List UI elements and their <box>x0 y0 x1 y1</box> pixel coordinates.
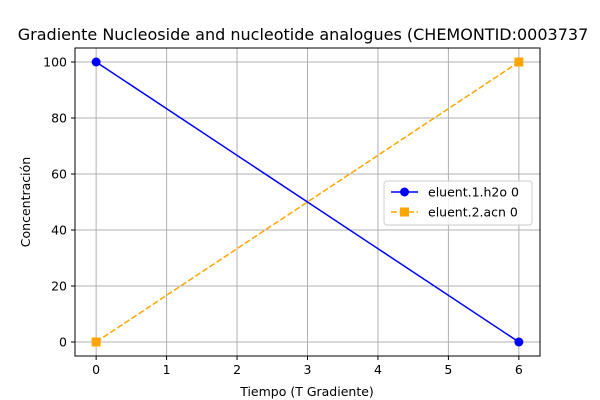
chart-title: Gradiente Nucleoside and nucleotide anal… <box>18 25 589 44</box>
series-layer <box>91 57 524 347</box>
y-tick-label: 20 <box>51 279 67 294</box>
y-axis-label: Concentración <box>18 157 33 247</box>
x-tick-label: 6 <box>515 362 523 377</box>
y-tick-label: 60 <box>51 167 67 182</box>
x-tick-label: 1 <box>163 362 171 377</box>
series-2-point <box>514 57 524 67</box>
series-1-point <box>91 57 101 67</box>
x-tick-label: 0 <box>92 362 100 377</box>
x-tick-label: 5 <box>444 362 452 377</box>
x-axis-label: Tiempo (T Gradiente) <box>239 384 374 399</box>
series-line-1 <box>95 61 520 343</box>
y-tick-label: 80 <box>51 111 67 126</box>
x-tick-label: 2 <box>233 362 241 377</box>
legend-label-2: eluent.2.acn 0 <box>428 205 518 220</box>
y-tick-label: 40 <box>51 223 67 238</box>
legend-marker-1 <box>400 187 409 197</box>
x-tick-label: 4 <box>374 362 382 377</box>
y-tick-label: 100 <box>43 55 67 70</box>
legend-label-1: eluent.1.h2o 0 <box>428 185 519 200</box>
series-2-point <box>91 337 101 347</box>
legend: eluent.1.h2o 0 eluent.2.acn 0 <box>383 180 533 226</box>
legend-box <box>383 180 533 226</box>
y-tick-label: 0 <box>59 335 67 350</box>
x-tick-label: 3 <box>304 362 312 377</box>
legend-marker-2 <box>400 207 409 217</box>
series-1-point <box>514 337 524 347</box>
